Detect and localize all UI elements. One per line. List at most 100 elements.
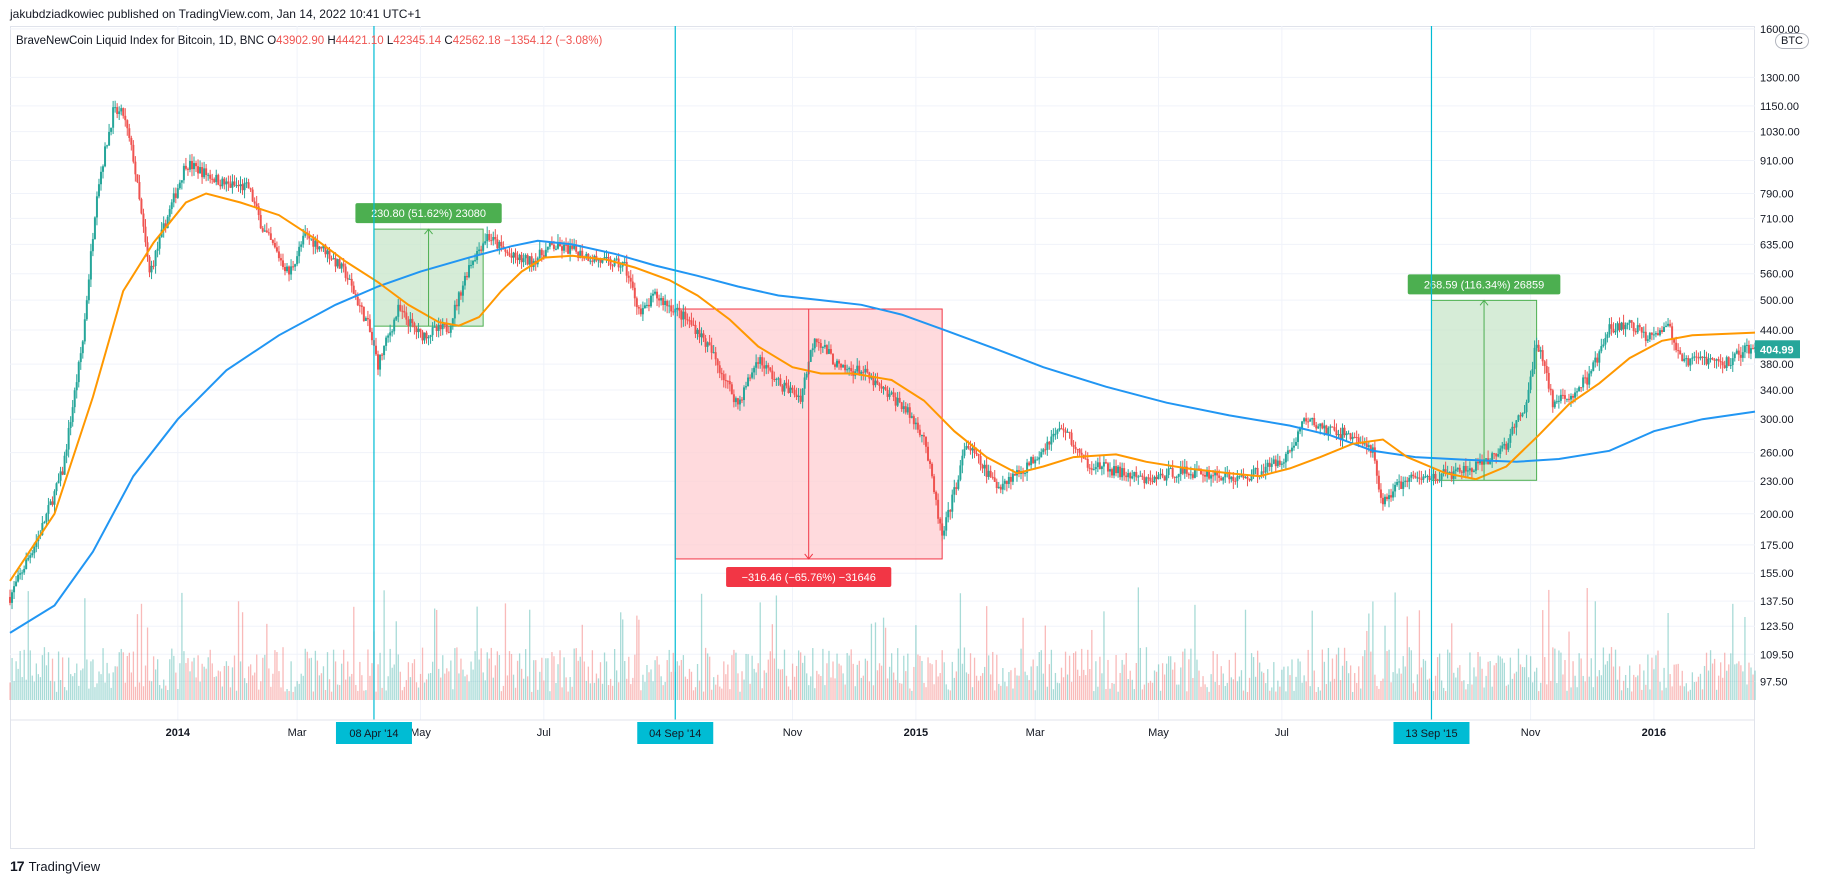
volume-bar (369, 675, 371, 700)
candle-body (302, 235, 305, 245)
candle-body (977, 453, 980, 457)
candle-body (1242, 475, 1245, 478)
candle-body (569, 245, 572, 254)
volume-bar (1372, 601, 1374, 700)
volume-bar (636, 615, 638, 700)
volume-bar (78, 685, 80, 700)
candle-body (1527, 389, 1530, 403)
volume-bar (316, 660, 319, 700)
y-tick-label: 260.00 (1760, 448, 1794, 460)
volume-bar (1412, 683, 1414, 700)
volume-bar (326, 652, 329, 700)
candle-body (1309, 419, 1312, 422)
candle-body (370, 331, 373, 341)
volume-bar (1542, 610, 1544, 700)
volume-bar (290, 661, 292, 700)
candle-body (168, 209, 171, 217)
candle-body (1341, 427, 1344, 439)
volume-bar (1311, 610, 1313, 700)
candle-body (1519, 415, 1522, 417)
candle-body (231, 181, 234, 188)
candle-body (1119, 466, 1122, 478)
candle-body (1567, 398, 1570, 400)
candle-body (686, 319, 689, 321)
volume-bar (975, 675, 978, 700)
volume-bar (1133, 689, 1135, 700)
candle-body (467, 265, 470, 278)
volume-bar (280, 687, 282, 700)
candle-body (201, 167, 204, 178)
volume-bar (385, 690, 387, 700)
candle-body (19, 573, 22, 575)
candle-body (114, 107, 117, 109)
volume-bar (154, 669, 157, 700)
candle-body (283, 266, 286, 272)
volume-bar (1269, 690, 1271, 700)
currency-tag[interactable]: BTC (1775, 33, 1809, 49)
volume-bar (395, 621, 397, 700)
candle-body (1282, 462, 1285, 464)
volume-bar (1218, 685, 1220, 700)
candle-body (939, 518, 942, 524)
y-tick-label: 230.00 (1760, 476, 1794, 488)
candle-body (55, 483, 58, 492)
volume-bar (1451, 623, 1453, 700)
candle-body (1460, 471, 1463, 473)
volume-bar (1198, 670, 1200, 700)
volume-bar (1497, 655, 1499, 700)
volume-bar (969, 653, 972, 700)
candle-body (969, 447, 972, 451)
volume-bar (1285, 691, 1287, 700)
volume-bar (282, 647, 284, 700)
candle-body (943, 530, 946, 536)
candle-body (409, 318, 412, 327)
volume-bar (1519, 664, 1522, 700)
candle-body (1711, 358, 1714, 360)
volume-bar (1594, 601, 1596, 700)
volume-bar (130, 672, 133, 700)
candle-body (1745, 344, 1748, 346)
candle-body (1232, 476, 1235, 481)
candle-body (975, 453, 978, 455)
volume-bar (1352, 691, 1354, 700)
volume-bar (1157, 664, 1160, 700)
candle-body (1689, 358, 1692, 366)
tradingview-logo[interactable]: 17 TradingView (10, 858, 100, 874)
candle-body (1604, 338, 1607, 345)
volume-bar (252, 675, 254, 700)
volume-bar (215, 676, 217, 700)
volume-bar (1624, 674, 1627, 700)
candle-body (908, 407, 911, 418)
volume-bar (549, 691, 551, 700)
volume-bar (1471, 684, 1473, 700)
volume-bar (500, 691, 503, 700)
publisher-line: jakubdziadkowiec published on TradingVie… (10, 7, 422, 21)
chart-frame[interactable] (10, 26, 1755, 849)
volume-bar (264, 654, 266, 700)
volume-bar (838, 663, 840, 700)
volume-bar (1637, 675, 1639, 700)
candle-body (520, 254, 523, 263)
volume-bar (1184, 648, 1186, 700)
candle-body (1313, 417, 1316, 426)
candle-body (929, 460, 932, 464)
volume-bar (494, 665, 496, 700)
volume-bar (1163, 674, 1166, 700)
candle-body (785, 382, 788, 386)
candle-body (1600, 346, 1603, 352)
candle-body (1428, 475, 1431, 480)
volume-bar (1236, 681, 1239, 700)
volume-bar (1556, 683, 1558, 700)
volume-bar (1507, 684, 1510, 700)
candle-body (172, 193, 175, 203)
volume-bar (68, 657, 70, 700)
candle-body (350, 278, 353, 286)
volume-bar (905, 671, 907, 700)
volume-bar (1515, 671, 1518, 700)
volume-bar (227, 665, 230, 700)
candle-body (528, 256, 531, 265)
candle-body (1400, 481, 1403, 489)
candle-body (1634, 331, 1637, 333)
candle-body (1553, 401, 1556, 408)
